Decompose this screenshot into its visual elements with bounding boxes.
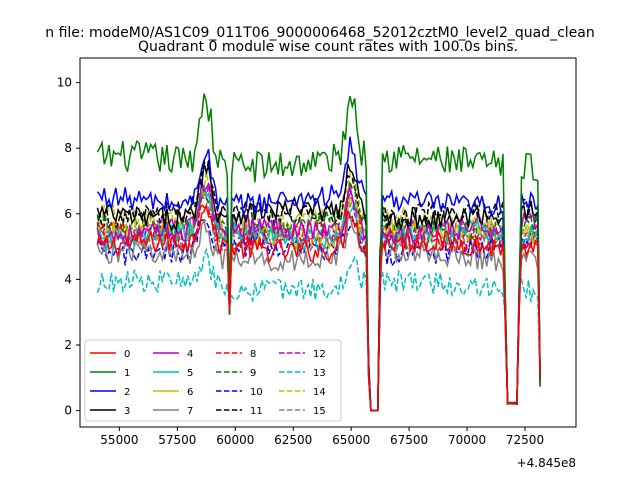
x-tick-label: 65000 (332, 433, 370, 447)
series-line-8 (96, 195, 541, 412)
legend-label-3: 3 (124, 406, 130, 417)
x-tick-label: 60000 (216, 433, 254, 447)
chart-title: Quadrant 0 module wise count rates with … (138, 39, 518, 55)
legend-label-2: 2 (124, 387, 130, 398)
legend-label-13: 13 (313, 368, 326, 379)
x-tick-label: 62500 (274, 433, 312, 447)
series-line-7 (96, 212, 541, 412)
series-line-2 (96, 136, 541, 412)
legend-label-0: 0 (124, 349, 130, 360)
series-layer (96, 93, 541, 412)
y-tick-label: 0 (64, 404, 72, 418)
legend-label-6: 6 (187, 387, 193, 398)
legend-label-9: 9 (250, 368, 256, 379)
axes-frame (79, 57, 577, 428)
x-axis: 55000 57500 60000 62500 65000 67500 70000 72500 (100, 427, 544, 447)
y-tick-label: 2 (64, 338, 72, 352)
y-tick-label: 4 (64, 272, 72, 286)
y-axis: 0 2 4 6 8 10 (57, 76, 80, 418)
series-line-9 (96, 181, 541, 412)
series-line-14 (97, 171, 541, 412)
legend-label-4: 4 (187, 349, 193, 360)
legend-label-11: 11 (250, 406, 263, 417)
legend-label-12: 12 (313, 349, 326, 360)
series-line-6 (96, 188, 541, 412)
x-tick-label: 70000 (448, 433, 486, 447)
legend-label-5: 5 (187, 368, 193, 379)
series-line-3 (96, 163, 541, 412)
x-tick-label: 55000 (100, 433, 138, 447)
y-tick-label: 6 (64, 207, 72, 221)
x-axis-offset-label: +4.845e8 (517, 456, 576, 470)
legend-label-15: 15 (313, 406, 326, 417)
series-line-1 (96, 93, 541, 412)
y-tick-label: 8 (64, 141, 72, 155)
legend-label-14: 14 (313, 387, 326, 398)
x-tick-label: 67500 (390, 433, 428, 447)
x-tick-label: 72500 (506, 433, 544, 447)
series-line-13 (96, 247, 541, 412)
legend-label-1: 1 (124, 368, 130, 379)
figure-suptitle: n file: modeM0/AS1C09_011T06_9000006468_… (45, 25, 594, 41)
legend-label-8: 8 (250, 349, 256, 360)
series-line-11 (96, 159, 541, 412)
y-tick-label: 10 (57, 76, 72, 90)
legend-frame (84, 339, 342, 422)
x-tick-label: 57500 (158, 433, 196, 447)
legend-label-10: 10 (250, 387, 263, 398)
series-line-0 (96, 202, 541, 412)
legend-label-7: 7 (187, 406, 193, 417)
plot-area (79, 57, 577, 428)
series-line-4 (96, 180, 541, 412)
